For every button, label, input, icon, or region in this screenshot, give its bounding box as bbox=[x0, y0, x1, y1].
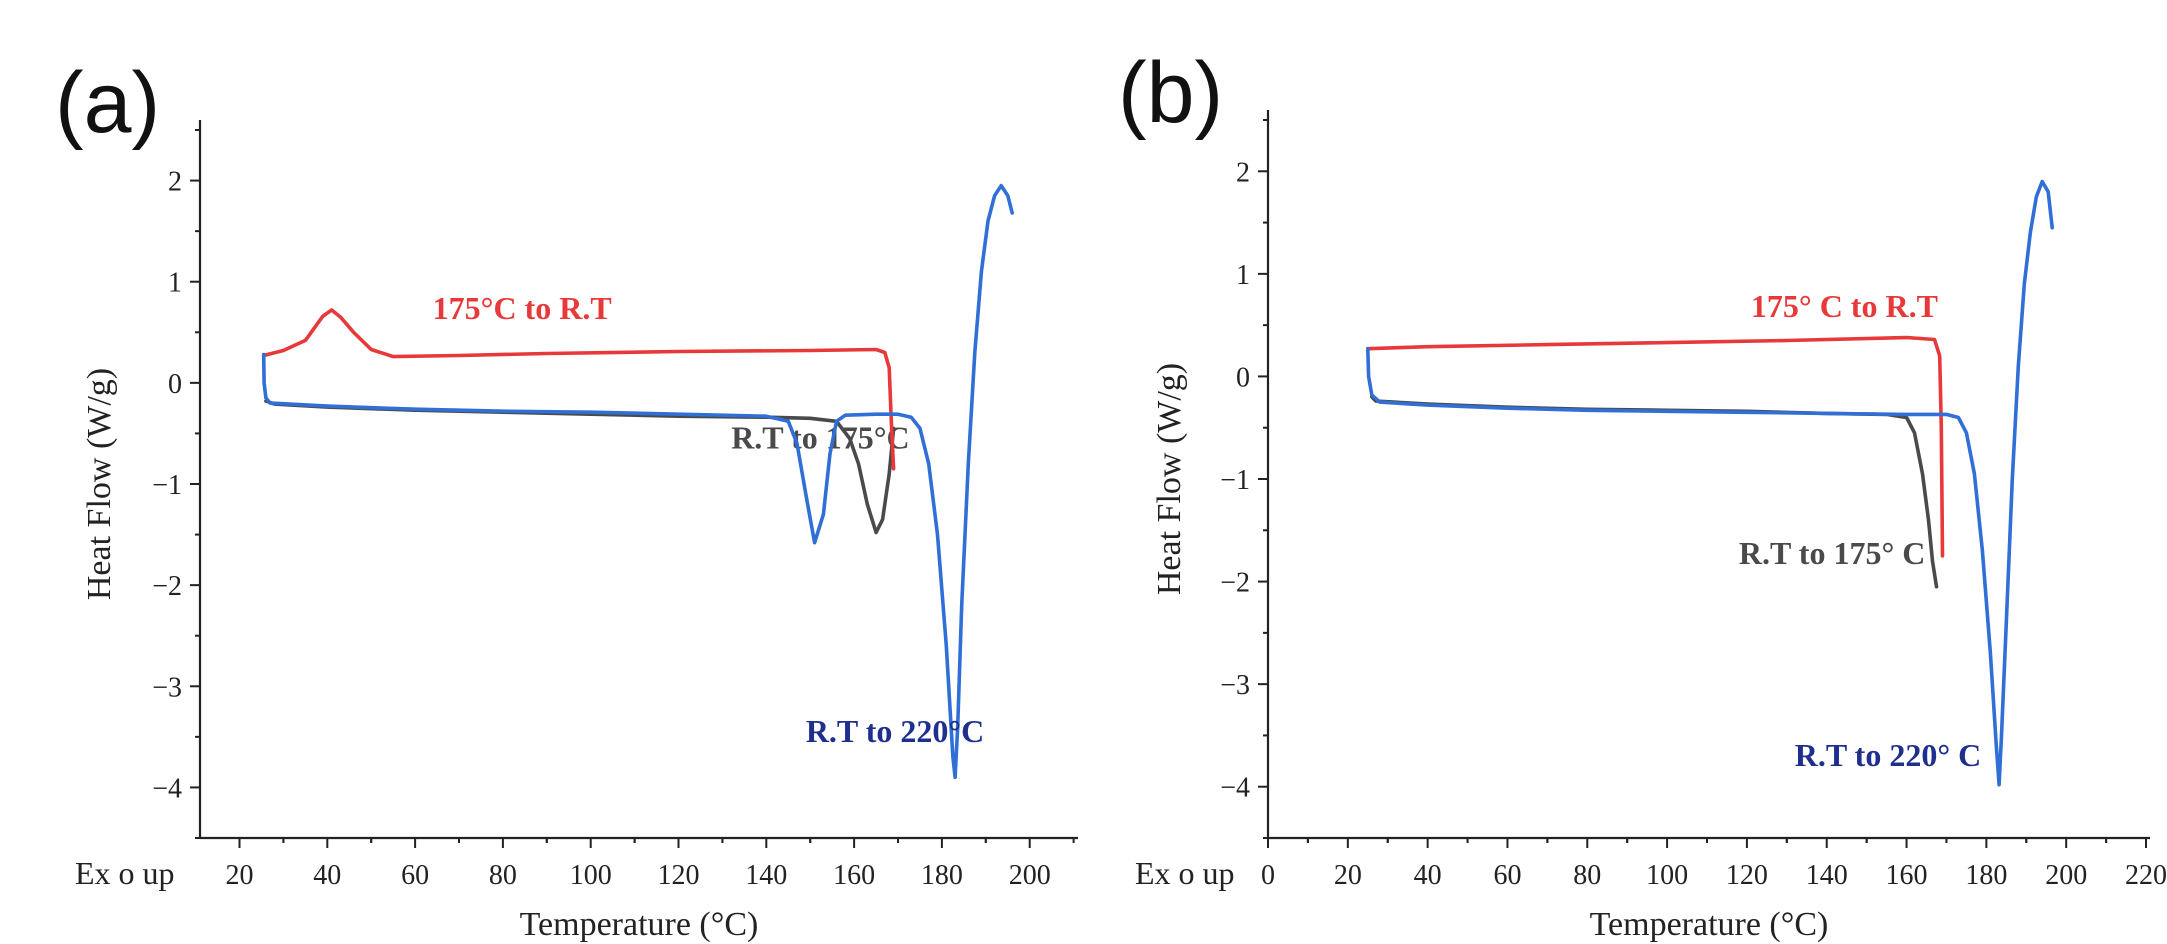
x-tick-label: 200 bbox=[2045, 860, 2087, 891]
y-axis-title: Heat Flow (W/g) bbox=[81, 368, 118, 600]
series-label: 175°C to R.T bbox=[433, 290, 612, 326]
y-tick-label: −2 bbox=[152, 571, 182, 602]
exo-up-label: Ex o up bbox=[75, 855, 175, 891]
y-tick-label: −3 bbox=[152, 672, 182, 703]
x-tick-label: 120 bbox=[1726, 860, 1768, 891]
y-tick-label: −1 bbox=[1220, 465, 1250, 496]
x-tick-label: 100 bbox=[570, 860, 612, 891]
y-tick-label: −2 bbox=[1220, 568, 1250, 599]
series-line bbox=[1366, 179, 2054, 787]
y-tick-label: 0 bbox=[168, 369, 182, 400]
series-line bbox=[1366, 335, 1945, 558]
x-tick-label: 0 bbox=[1261, 860, 1275, 891]
y-tick-label: 1 bbox=[1236, 260, 1250, 291]
y-axis-title: Heat Flow (W/g) bbox=[1151, 363, 1188, 595]
x-tick-label: 180 bbox=[1965, 860, 2007, 891]
series-label: R.T to 220° C bbox=[1795, 737, 1981, 773]
series-label: 175° C to R.T bbox=[1751, 288, 1938, 324]
x-tick-label: 120 bbox=[658, 860, 700, 891]
x-tick-label: 40 bbox=[1414, 860, 1442, 891]
series-label: R.T to 175°C bbox=[731, 420, 909, 456]
x-tick-label: 220 bbox=[2125, 860, 2167, 891]
panel-a-chart: (a) −4 −3 −2 −1 0 1 2 20 40 60 80 100 120 140 160 180 200… bbox=[55, 55, 1078, 943]
exo-up-label: Ex o up bbox=[1135, 855, 1235, 891]
x-axis-title: Temperature (°C) bbox=[520, 906, 759, 943]
x-tick-label: 60 bbox=[401, 860, 429, 891]
x-tick-label: 20 bbox=[226, 860, 254, 891]
x-tick-label: 40 bbox=[313, 860, 341, 891]
y-tick-label: 0 bbox=[1236, 362, 1250, 393]
y-tick-label: 1 bbox=[168, 268, 182, 299]
x-tick-label: 140 bbox=[745, 860, 787, 891]
y-tick-label: 2 bbox=[168, 167, 182, 198]
y-tick-label: −1 bbox=[152, 470, 182, 501]
series-label: R.T to 220°C bbox=[806, 713, 984, 749]
series-label: R.T to 175° C bbox=[1739, 535, 1925, 571]
series-line bbox=[261, 183, 1014, 780]
series-line bbox=[261, 308, 896, 471]
y-tick-label: 2 bbox=[1236, 157, 1250, 188]
x-tick-label: 160 bbox=[833, 860, 875, 891]
y-tick-label: −4 bbox=[152, 773, 182, 804]
y-tick-label: −4 bbox=[1220, 773, 1250, 804]
x-tick-label: 100 bbox=[1646, 860, 1688, 891]
x-axis-title: Temperature (°C) bbox=[1590, 906, 1829, 943]
x-tick-label: 140 bbox=[1806, 860, 1848, 891]
x-tick-label: 180 bbox=[921, 860, 963, 891]
panel-tag: (b) bbox=[1118, 45, 1223, 141]
x-tick-label: 20 bbox=[1334, 860, 1362, 891]
x-tick-label: 80 bbox=[489, 860, 517, 891]
x-tick-label: 60 bbox=[1493, 860, 1521, 891]
y-tick-label: −3 bbox=[1220, 670, 1250, 701]
x-tick-label: 80 bbox=[1573, 860, 1601, 891]
x-tick-label: 200 bbox=[1009, 860, 1051, 891]
panel-tag: (a) bbox=[55, 55, 160, 151]
x-tick-label: 160 bbox=[1886, 860, 1928, 891]
